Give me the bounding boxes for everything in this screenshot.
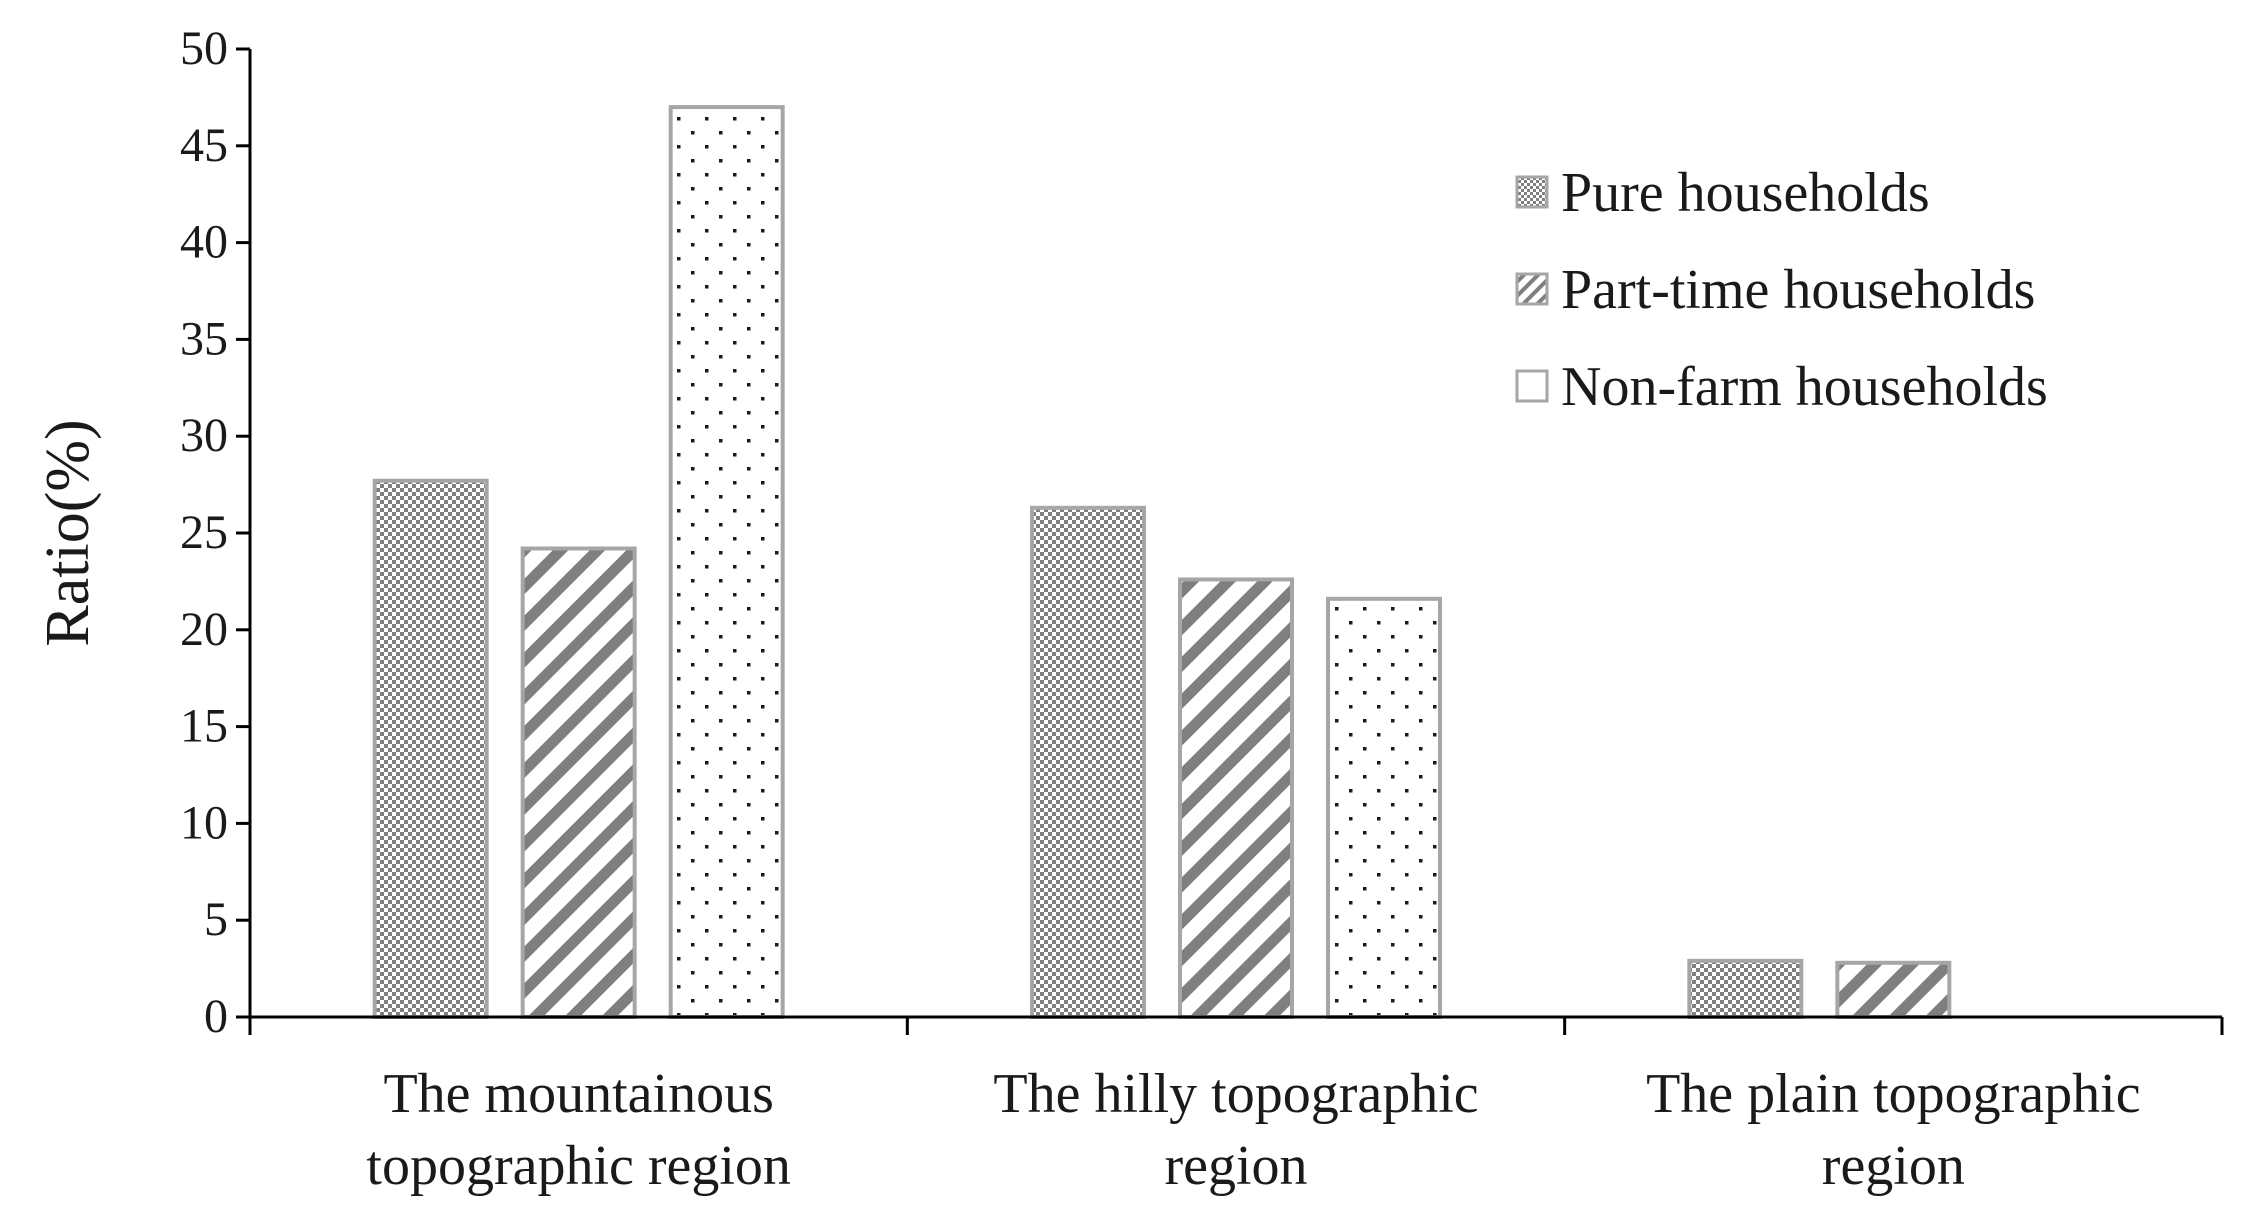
x-category-label-line: region: [1822, 1135, 1965, 1197]
y-tick-label: 50: [180, 22, 228, 75]
legend-label: Pure households: [1561, 162, 1930, 224]
bar-dots-2: [1326, 596, 1442, 1019]
legend-swatch-diagonal: [1515, 272, 1549, 306]
bar-checker-1: [372, 478, 489, 1019]
y-tick-label: 25: [180, 506, 228, 559]
legend-label: Non-farm households: [1561, 356, 2048, 418]
y-tick-label: 30: [180, 409, 228, 462]
legend-swatch-dots: [1515, 369, 1549, 403]
bars-layer: [372, 105, 1952, 1020]
y-tick-label: 10: [180, 796, 228, 849]
axes-layer: 0 5 10 15 20 25 30 35 40 45 50 The mountainous topog…: [34, 22, 2224, 1197]
x-category-label-line: The mountainous: [383, 1063, 773, 1125]
y-axis-title: Ratio(%): [34, 419, 102, 646]
y-tick-label: 45: [180, 119, 228, 172]
y-tick-label: 5: [204, 893, 228, 946]
y-tick-label: 35: [180, 312, 228, 365]
x-category-label: The mountainous topographic region: [366, 1063, 791, 1197]
bar-diagonal-1: [520, 546, 637, 1019]
y-tick-label: 0: [204, 990, 228, 1043]
x-category-label-line: The plain topographic: [1646, 1063, 2141, 1125]
bar-dots-1: [668, 105, 785, 1019]
y-tick-label: 40: [180, 216, 228, 269]
legend-swatch-checker: [1515, 175, 1549, 209]
legend: Pure households Part-time households Non-f…: [1515, 162, 2048, 418]
x-category-label-line: region: [1164, 1135, 1307, 1197]
bar-diagonal-3: [1835, 960, 1952, 1019]
x-category-label-line: topographic region: [366, 1135, 791, 1197]
legend-label: Part-time households: [1561, 259, 2035, 321]
x-category-label: The plain topographic region: [1646, 1063, 2141, 1197]
y-tick-label: 20: [180, 603, 228, 656]
bar-checker-2: [1030, 505, 1146, 1019]
x-category-label: The hilly topographic region: [993, 1063, 1478, 1197]
x-category-label-line: The hilly topographic: [993, 1063, 1478, 1125]
bar-checker-3: [1687, 958, 1804, 1020]
bar-diagonal-2: [1178, 577, 1294, 1019]
y-tick-label: 15: [180, 700, 228, 753]
